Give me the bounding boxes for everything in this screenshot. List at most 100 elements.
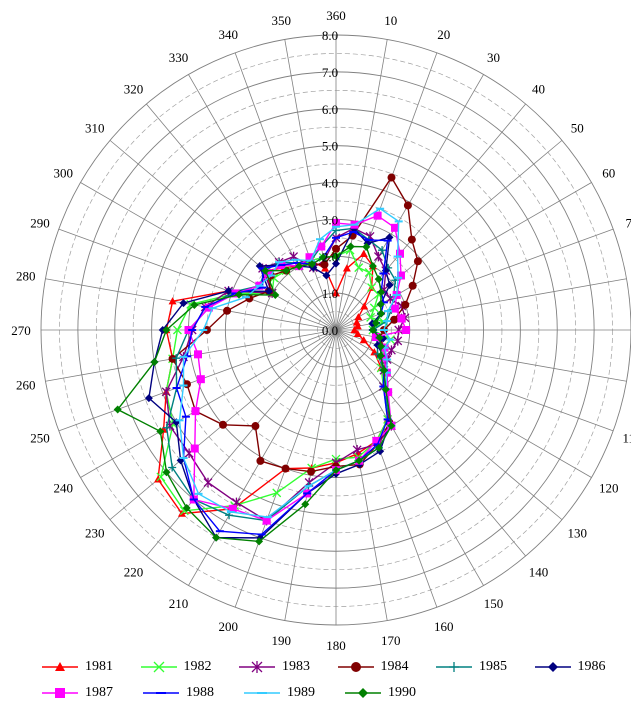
legend-label-1989: 1989 bbox=[287, 685, 315, 700]
data-point-1982 bbox=[272, 488, 282, 498]
angular-gridline bbox=[335, 329, 484, 586]
data-point-1987 bbox=[391, 223, 399, 232]
data-point-1990 bbox=[346, 242, 355, 251]
data-point-1990 bbox=[301, 500, 310, 509]
data-point-1981 bbox=[359, 249, 368, 257]
data-point-1983 bbox=[386, 345, 396, 355]
radial-tick-label: 6.0 bbox=[322, 102, 338, 117]
data-point-1990 bbox=[374, 275, 383, 284]
angle-tick-label: 150 bbox=[484, 596, 504, 611]
data-point-1990 bbox=[255, 537, 264, 546]
angle-tick-label: 360 bbox=[326, 8, 346, 23]
data-point-1984 bbox=[407, 235, 416, 244]
data-point-1981 bbox=[353, 322, 362, 330]
legend-label-1990: 1990 bbox=[388, 685, 416, 700]
legend-row-2: 1987 1988 1989 1990 bbox=[40, 680, 631, 706]
data-point-1990 bbox=[374, 443, 383, 452]
legend-item-1983: 1983 bbox=[237, 659, 336, 675]
angular-gridline bbox=[146, 103, 337, 331]
angular-gridline bbox=[335, 52, 438, 331]
data-point-1990 bbox=[271, 290, 280, 299]
angle-tick-label: 70 bbox=[626, 215, 631, 230]
angular-gridline bbox=[335, 140, 563, 331]
radial-tick-label: 1.0 bbox=[322, 286, 338, 301]
data-point-1983 bbox=[352, 445, 362, 455]
angle-tick-label: 240 bbox=[53, 481, 73, 496]
data-point-1990 bbox=[182, 503, 191, 512]
angle-tick-label: 210 bbox=[169, 596, 189, 611]
angle-tick-label: 20 bbox=[437, 27, 450, 42]
data-point-1983 bbox=[203, 477, 213, 488]
data-point-1986 bbox=[385, 233, 394, 242]
data-point-1990 bbox=[319, 253, 328, 262]
data-point-1990 bbox=[355, 456, 364, 465]
angle-tick-label: 320 bbox=[124, 82, 144, 97]
data-point-1981 bbox=[342, 264, 351, 272]
data-point-1990 bbox=[156, 427, 165, 436]
data-point-1983 bbox=[161, 386, 171, 397]
angle-tick-label: 230 bbox=[85, 525, 105, 540]
radial-tick-label: 0.0 bbox=[322, 323, 338, 338]
radial-tick-label: 5.0 bbox=[322, 139, 338, 154]
data-point-1990 bbox=[380, 366, 389, 375]
data-point-1986 bbox=[385, 280, 394, 289]
angle-tick-label: 340 bbox=[219, 27, 239, 42]
data-point-1984 bbox=[403, 201, 412, 210]
data-point-1987 bbox=[397, 314, 406, 323]
data-point-1981 bbox=[354, 313, 363, 321]
angle-tick-label: 40 bbox=[532, 82, 545, 97]
angle-tick-label: 160 bbox=[434, 619, 454, 634]
data-point-1985 bbox=[378, 246, 387, 255]
data-point-1986 bbox=[179, 299, 188, 308]
data-point-1987 bbox=[262, 516, 271, 525]
data-point-1990 bbox=[212, 533, 221, 542]
legend-item-1989: 1989 bbox=[242, 685, 343, 701]
data-point-1990 bbox=[261, 266, 270, 275]
data-point-1986 bbox=[144, 394, 153, 403]
data-point-1986 bbox=[322, 271, 331, 280]
angular-gridline bbox=[80, 329, 337, 478]
data-point-1981 bbox=[360, 302, 369, 310]
data-point-1984 bbox=[387, 173, 396, 182]
radial-tick-label: 3.0 bbox=[322, 212, 338, 227]
angle-tick-label: 30 bbox=[487, 50, 500, 65]
legend-item-1984: 1984 bbox=[336, 659, 435, 675]
angle-tick-label: 270 bbox=[11, 323, 31, 338]
angle-tick-label: 50 bbox=[571, 121, 584, 136]
data-point-1990 bbox=[376, 351, 385, 360]
angle-tick-label: 130 bbox=[568, 525, 588, 540]
data-point-1987 bbox=[194, 350, 203, 359]
legend-symbol-1986 bbox=[534, 662, 571, 672]
angle-tick-label: 120 bbox=[599, 481, 619, 496]
angle-tick-label: 260 bbox=[16, 378, 36, 393]
data-point-1985 bbox=[332, 226, 340, 235]
data-point-1990 bbox=[362, 242, 371, 251]
legend-symbol-1981 bbox=[42, 662, 78, 671]
data-point-1984 bbox=[251, 422, 260, 431]
data-point-1990 bbox=[332, 252, 340, 261]
angle-tick-label: 220 bbox=[124, 564, 144, 579]
legend-marker bbox=[153, 661, 164, 673]
angle-tick-label: 60 bbox=[602, 166, 615, 181]
data-point-1987 bbox=[384, 388, 393, 397]
data-point-1987 bbox=[402, 326, 411, 334]
data-point-1982 bbox=[172, 325, 182, 335]
legend-symbol-1985 bbox=[436, 662, 472, 672]
legend-label-1984: 1984 bbox=[380, 659, 409, 674]
data-point-1990 bbox=[162, 468, 171, 477]
legend-marker bbox=[547, 662, 558, 672]
chart-series bbox=[113, 173, 422, 546]
data-point-1987 bbox=[379, 353, 388, 362]
legend-item-1988: 1988 bbox=[141, 685, 242, 701]
angle-tick-label: 280 bbox=[16, 268, 36, 283]
data-point-1990 bbox=[190, 301, 199, 310]
legend-label-1983: 1983 bbox=[282, 659, 310, 674]
legend-item-1990: 1990 bbox=[343, 685, 444, 701]
data-point-1985 bbox=[172, 354, 181, 363]
angle-tick-label: 170 bbox=[381, 633, 401, 648]
data-point-1984 bbox=[408, 281, 417, 290]
angle-tick-label: 250 bbox=[30, 431, 50, 446]
angle-tick-label: 110 bbox=[622, 431, 631, 446]
angle-tick-label: 190 bbox=[272, 633, 292, 648]
legend-symbol-1983 bbox=[239, 661, 275, 673]
